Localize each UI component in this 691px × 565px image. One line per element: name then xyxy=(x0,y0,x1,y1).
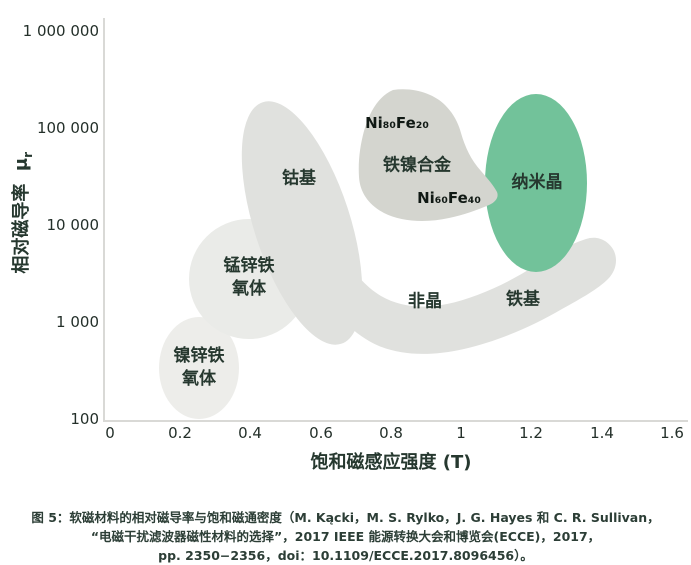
y-axis-mu-subscript: r xyxy=(20,151,35,158)
figure-caption: 图 5：软磁材料的相对磁导率与饱和磁通密度（M. Kącki，M. S. Ryl… xyxy=(0,508,691,565)
label-mnzn-line1: 锰锌铁 xyxy=(223,256,275,276)
region-amorphous-iron-based xyxy=(317,233,616,354)
label-ni80fe20: Ni₈₀Fe₂₀ xyxy=(365,114,429,132)
x-tick-0-2: 0.2 xyxy=(168,424,192,442)
x-tick-0-4: 0.4 xyxy=(238,424,262,442)
x-tick-1-2: 1.2 xyxy=(519,424,543,442)
x-tick-0-6: 0.6 xyxy=(309,424,333,442)
label-nanocrystalline: 纳米晶 xyxy=(511,172,563,193)
x-tick-1-6: 1.6 xyxy=(660,424,684,442)
label-mnzn-line2: 氧体 xyxy=(232,279,266,299)
label-iron-based: 铁基 xyxy=(506,289,540,310)
x-axis-title: 饱和磁感应强度 (T) xyxy=(310,452,472,473)
y-tick-1000000: 1 000 000 xyxy=(22,22,99,40)
label-nizn-line2: 氧体 xyxy=(182,369,216,389)
region-nizn-ferrite xyxy=(159,317,239,419)
x-tick-0: 0 xyxy=(105,424,115,442)
label-feni-alloy: 铁镍合金 xyxy=(383,155,451,176)
label-nizn-line1: 镍锌铁 xyxy=(173,346,225,366)
caption-line-1: 图 5：软磁材料的相对磁导率与饱和磁通密度（M. Kącki，M. S. Ryl… xyxy=(31,510,660,525)
label-ni60fe40: Ni₆₀Fe₄₀ xyxy=(417,189,481,207)
y-tick-10000: 10 000 xyxy=(46,216,100,234)
label-cobalt-based: 钴基 xyxy=(282,168,316,189)
label-mnzn-ferrite: 锰锌铁 氧体 xyxy=(224,255,275,301)
y-tick-100: 100 xyxy=(70,410,99,428)
caption-line-2: “电磁干扰滤波器磁性材料的选择”，2017 IEEE 能源转换大会和博览会(EC… xyxy=(90,529,601,544)
label-nizn-ferrite: 镍锌铁 氧体 xyxy=(174,345,225,391)
x-tick-1: 1 xyxy=(456,424,466,442)
y-axis-title-text: 相对磁导率 xyxy=(11,183,33,274)
label-amorphous: 非晶 xyxy=(408,291,442,312)
y-axis-title: 相对磁导率 μr xyxy=(7,103,35,323)
y-tick-1000: 1 000 xyxy=(56,313,99,331)
x-tick-0-8: 0.8 xyxy=(379,424,403,442)
x-tick-1-4: 1.4 xyxy=(590,424,614,442)
y-tick-100000: 100 000 xyxy=(36,119,99,137)
y-axis-mu-symbol: μ xyxy=(11,157,33,172)
region-nanocrystalline xyxy=(485,94,587,272)
caption-line-3: pp. 2350−2356，doi：10.1109/ECCE.2017.8096… xyxy=(158,548,533,563)
region-feni-alloy xyxy=(358,89,498,221)
